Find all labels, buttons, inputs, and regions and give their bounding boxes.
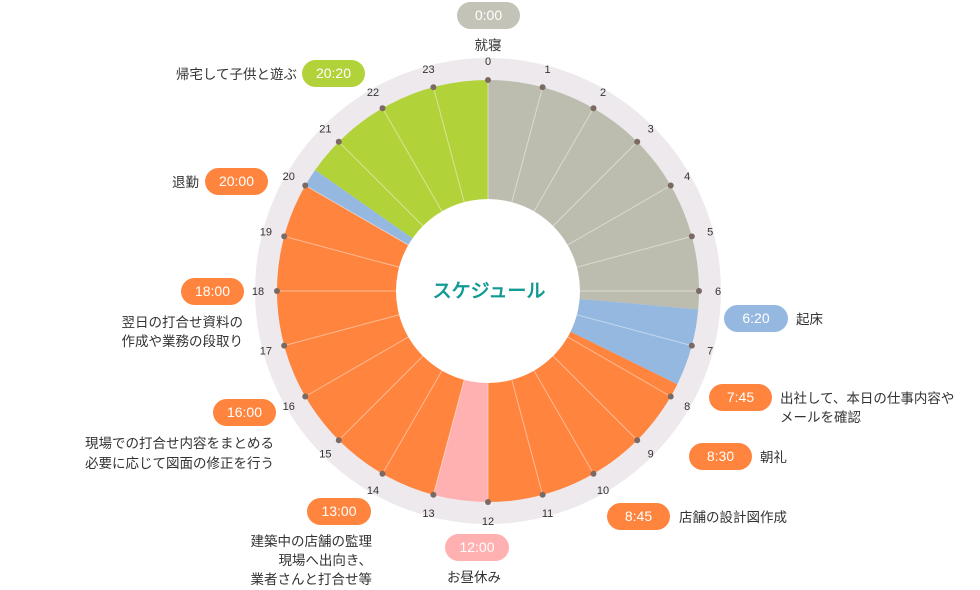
event-label-0745-line1: 出社して、本日の仕事内容や — [780, 391, 955, 407]
hour-label-15: 15 — [319, 449, 331, 461]
hour-dot-1 — [539, 84, 546, 91]
time-badge-2000: 20:00 — [205, 168, 268, 195]
hour-label-8: 8 — [684, 401, 690, 413]
hour-label-2: 2 — [600, 87, 606, 99]
inner-hole — [396, 199, 580, 383]
hour-label-17: 17 — [260, 346, 272, 358]
hour-label-21: 21 — [319, 123, 331, 135]
event-label-1300-line3: 業者さんと打合せ等 — [250, 572, 373, 588]
diagram-title: スケジュール — [432, 280, 546, 302]
hour-dot-9 — [634, 437, 641, 444]
hour-dot-18 — [274, 288, 280, 294]
event-label-0620: 起床 — [796, 312, 823, 328]
hour-dot-10 — [590, 470, 597, 477]
hour-dot-8 — [667, 393, 674, 400]
event-label-1200: お昼休み — [447, 570, 501, 586]
event-label-1600-line2: 必要に応じて図面の修正を行う — [85, 456, 274, 472]
time-badge-0000: 0:00 — [457, 2, 520, 29]
hour-dot-15 — [335, 437, 342, 444]
time-badge-2020: 20:20 — [302, 60, 365, 87]
hour-dot-22 — [379, 105, 386, 112]
event-label-0000: 就寝 — [474, 38, 502, 54]
time-badge-1600: 16:00 — [213, 399, 276, 426]
hour-dot-4 — [667, 182, 674, 189]
hour-label-22: 22 — [367, 87, 379, 99]
hour-dot-11 — [539, 491, 546, 498]
time-badge-1800: 18:00 — [181, 278, 244, 305]
hour-dot-12 — [485, 499, 491, 505]
hour-dot-19 — [281, 233, 288, 240]
time-badge-0830: 8:30 — [689, 443, 752, 470]
event-label-1800-line2: 作成や業務の段取り — [121, 334, 244, 350]
hour-label-1: 1 — [544, 64, 550, 76]
event-label-0745-line2: メールを確認 — [780, 410, 861, 426]
hour-label-13: 13 — [422, 508, 434, 520]
hour-dot-7 — [688, 342, 695, 349]
hour-label-5: 5 — [707, 226, 713, 238]
time-badge-0845: 8:45 — [607, 503, 670, 530]
hour-dot-13 — [430, 491, 437, 498]
hour-label-18: 18 — [252, 286, 264, 298]
hour-label-12: 12 — [482, 516, 494, 528]
hour-label-16: 16 — [283, 401, 295, 413]
hour-label-11: 11 — [542, 508, 553, 520]
hour-dot-0 — [485, 77, 491, 83]
hour-dot-17 — [281, 342, 288, 349]
hour-dot-21 — [335, 138, 342, 145]
hour-label-9: 9 — [648, 449, 654, 461]
hour-label-4: 4 — [684, 171, 690, 183]
event-label-2020: 帰宅して子供と遊ぶ — [175, 67, 297, 83]
event-label-0830: 朝礼 — [760, 450, 787, 466]
hour-dot-3 — [634, 138, 641, 145]
event-label-1600-line1: 現場での打合せ内容をまとめる — [85, 436, 274, 452]
event-label-2000: 退勤 — [172, 175, 199, 191]
hour-dot-14 — [379, 470, 386, 477]
hour-label-7: 7 — [707, 346, 713, 358]
hour-dot-16 — [302, 393, 309, 400]
event-label-0845: 店舗の設計図作成 — [679, 510, 787, 526]
hour-label-3: 3 — [648, 123, 654, 135]
time-badge-1300: 13:00 — [307, 498, 371, 525]
hour-dot-2 — [590, 105, 597, 112]
hour-label-10: 10 — [597, 485, 609, 497]
hour-dot-20 — [302, 182, 309, 189]
hour-label-19: 19 — [260, 226, 272, 238]
event-label-1300-line1: 建築中の店舗の監理 — [250, 534, 373, 550]
event-label-1300-line2: 現場へ出向き、 — [278, 553, 372, 569]
hour-label-20: 20 — [283, 171, 295, 183]
time-badge-0745: 7:45 — [709, 384, 772, 411]
hour-label-6: 6 — [715, 286, 721, 298]
hour-label-14: 14 — [367, 485, 379, 497]
hour-dot-5 — [688, 233, 695, 240]
time-badge-0620: 6:20 — [724, 305, 788, 332]
hour-label-0: 0 — [485, 56, 491, 68]
hour-label-23: 23 — [422, 64, 434, 76]
hour-dot-6 — [696, 288, 702, 294]
hour-dot-23 — [430, 84, 437, 91]
event-label-1800-line1: 翌日の打合せ資料の — [121, 315, 244, 331]
time-badge-1200: 12:00 — [445, 534, 509, 561]
